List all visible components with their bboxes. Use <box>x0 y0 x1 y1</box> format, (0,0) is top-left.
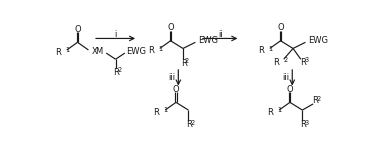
Text: R: R <box>148 46 154 55</box>
Text: 2: 2 <box>117 67 122 73</box>
Text: 3: 3 <box>304 120 308 126</box>
Text: R: R <box>55 48 60 57</box>
Text: O: O <box>277 23 284 32</box>
Text: 1: 1 <box>158 46 162 52</box>
Text: O: O <box>173 85 179 94</box>
Text: R: R <box>273 58 279 67</box>
Text: 2: 2 <box>190 120 194 126</box>
Text: R: R <box>186 120 192 129</box>
Text: 1: 1 <box>163 108 167 113</box>
Text: EWG: EWG <box>198 36 218 45</box>
Text: O: O <box>167 23 174 32</box>
Text: O: O <box>74 25 81 34</box>
Text: EWG: EWG <box>308 36 328 45</box>
Text: 1: 1 <box>268 46 272 52</box>
Text: 1: 1 <box>277 108 281 113</box>
Text: iii: iii <box>169 73 176 82</box>
Text: R: R <box>300 120 306 129</box>
Text: R: R <box>181 59 186 68</box>
Text: O: O <box>286 85 293 94</box>
Text: M: M <box>95 47 102 56</box>
Text: EWG: EWG <box>126 47 146 56</box>
Text: iii: iii <box>283 73 290 82</box>
Text: 2: 2 <box>316 96 321 102</box>
Text: 2: 2 <box>283 57 288 63</box>
Text: R: R <box>300 58 306 67</box>
Text: R: R <box>113 68 119 77</box>
Text: X: X <box>92 47 97 56</box>
Text: ii: ii <box>218 30 223 39</box>
Text: i: i <box>114 30 117 39</box>
Text: R: R <box>312 96 318 105</box>
Text: 1: 1 <box>65 47 69 53</box>
Text: R: R <box>267 108 273 117</box>
Text: R: R <box>153 108 159 117</box>
Text: R: R <box>258 46 264 55</box>
Text: 3: 3 <box>304 57 308 63</box>
Text: 2: 2 <box>185 58 189 64</box>
